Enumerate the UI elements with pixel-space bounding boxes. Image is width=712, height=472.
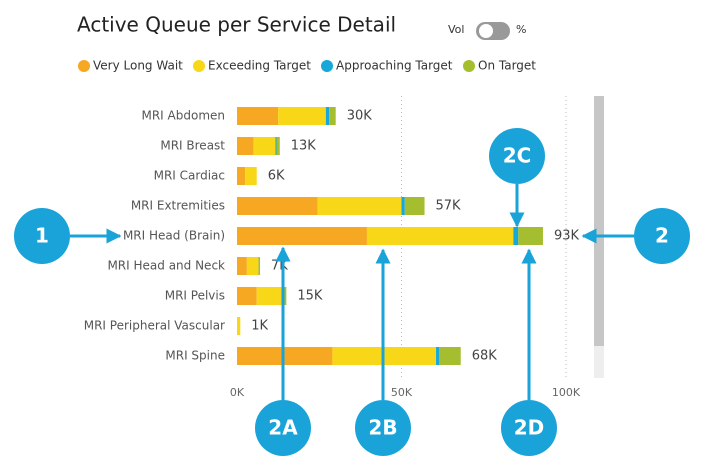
legend-label: Approaching Target	[336, 59, 453, 73]
legend-swatch	[193, 60, 205, 72]
legend-label: On Target	[478, 59, 536, 73]
bar-segment	[275, 137, 277, 155]
y-tick-label: MRI Abdomen	[141, 109, 225, 123]
bar-segment	[237, 167, 246, 185]
toggle-label: Vol	[448, 23, 464, 36]
y-tick-label: MRI Spine	[165, 349, 225, 363]
bar-segment	[329, 107, 336, 125]
annotation-badge	[489, 128, 545, 184]
bar-segment	[237, 197, 318, 215]
x-tick-label: 0K	[230, 386, 245, 399]
data-label: 57K	[436, 199, 462, 214]
y-tick-label: MRI Cardiac	[154, 169, 225, 183]
data-label: 30K	[347, 109, 373, 124]
bar-segment	[253, 137, 276, 155]
data-label: 1K	[251, 319, 268, 334]
annotation-label: 2A	[268, 416, 298, 440]
data-label: 13K	[291, 139, 317, 154]
bar-segment	[256, 287, 284, 305]
y-tick-label: MRI Pelvis	[165, 289, 225, 303]
bar-segment	[401, 197, 405, 215]
bar-segment	[237, 287, 257, 305]
annotation-badge	[634, 208, 690, 264]
bar-segment	[513, 227, 519, 245]
bar-segment	[237, 317, 241, 335]
bar-segment	[258, 257, 261, 275]
bar-segment	[237, 347, 333, 365]
data-label: 6K	[268, 169, 285, 184]
scrollbar-thumb[interactable]	[594, 96, 604, 346]
bar-segment	[283, 287, 287, 305]
y-tick-label: MRI Breast	[160, 139, 225, 153]
x-tick-label: 50K	[391, 386, 413, 399]
bar-segment	[278, 107, 326, 125]
annotation-badge	[355, 400, 411, 456]
bar-segment	[366, 227, 514, 245]
bar-segment	[436, 347, 440, 365]
annotation-label: 2C	[503, 144, 532, 168]
bar-segment	[276, 137, 280, 155]
bar-segment	[237, 227, 367, 245]
bar-segment	[237, 107, 279, 125]
annotation-label: 2	[655, 224, 669, 248]
legend-swatch	[463, 60, 475, 72]
annotation-badge	[14, 208, 70, 264]
toggle-knob	[479, 24, 493, 38]
legend-label: Very Long Wait	[93, 59, 183, 73]
annotation-label: 2B	[368, 416, 397, 440]
chart-title: Active Queue per Service Detail	[77, 13, 396, 37]
bar-segment	[317, 197, 402, 215]
bar-segment	[237, 257, 247, 275]
bar-segment	[246, 257, 259, 275]
y-tick-label: MRI Head (Brain)	[123, 229, 225, 243]
annotation-label: 1	[35, 224, 49, 248]
legend-swatch	[321, 60, 333, 72]
annotation-badge	[501, 400, 557, 456]
y-tick-label: MRI Head and Neck	[107, 259, 225, 273]
data-label: 15K	[297, 289, 323, 304]
legend-label: Exceeding Target	[208, 59, 311, 73]
data-label: 7K	[271, 259, 288, 274]
y-tick-label: MRI Peripheral Vascular	[84, 319, 225, 333]
annotation-badge	[255, 400, 311, 456]
y-tick-label: MRI Extremities	[131, 199, 225, 213]
bar-segment	[237, 137, 254, 155]
bar-segment	[439, 347, 461, 365]
bar-segment	[245, 167, 257, 185]
legend-swatch	[78, 60, 90, 72]
data-label: 93K	[554, 229, 580, 244]
x-tick-label: 100K	[552, 386, 581, 399]
bar-segment	[518, 227, 543, 245]
bar-segment	[404, 197, 425, 215]
bar-segment	[325, 107, 330, 125]
toggle-label: %	[516, 23, 526, 36]
annotation-label: 2D	[514, 416, 545, 440]
data-label: 68K	[472, 349, 498, 364]
